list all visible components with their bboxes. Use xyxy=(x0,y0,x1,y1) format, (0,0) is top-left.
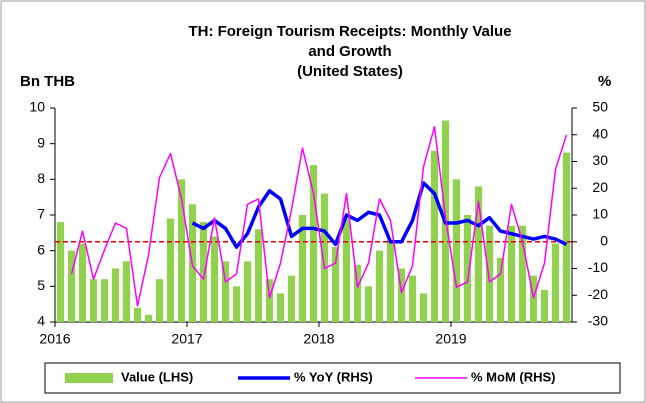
bar xyxy=(89,279,98,322)
bar xyxy=(331,247,340,322)
y2-tick-label: 40 xyxy=(592,125,608,141)
bar xyxy=(100,279,109,322)
chart-title: (United States) xyxy=(297,63,403,80)
bar xyxy=(551,243,560,322)
bar xyxy=(287,275,296,322)
bar xyxy=(111,268,120,322)
bar xyxy=(155,279,164,322)
legend-label: % MoM (RHS) xyxy=(471,369,556,384)
y-tick-label: 4 xyxy=(37,313,45,329)
chart-title: and Growth xyxy=(308,43,391,60)
chart-title: TH: Foreign Tourism Receipts: Monthly Va… xyxy=(188,23,511,40)
bar xyxy=(298,215,307,322)
bar xyxy=(309,165,318,322)
y2-axis-label: % xyxy=(598,73,611,90)
bar xyxy=(166,218,175,322)
y-tick-label: 10 xyxy=(29,99,45,115)
bar xyxy=(518,225,527,322)
bar xyxy=(375,250,384,322)
y-axis-label: Bn THB xyxy=(20,73,75,90)
x-tick-label: 2019 xyxy=(435,331,466,347)
y2-tick-label: 50 xyxy=(592,99,608,115)
y-tick-label: 6 xyxy=(37,241,45,257)
x-tick-label: 2016 xyxy=(39,331,70,347)
bar xyxy=(452,179,461,322)
bar xyxy=(243,261,252,322)
y2-tick-label: 30 xyxy=(592,152,608,168)
y2-tick-label: -10 xyxy=(588,259,608,275)
bar xyxy=(133,307,142,322)
bar xyxy=(199,222,208,322)
y2-tick-label: 20 xyxy=(592,179,608,195)
bar xyxy=(177,179,186,322)
bar xyxy=(210,236,219,322)
bar xyxy=(430,150,439,322)
bar xyxy=(353,264,362,322)
bar xyxy=(276,293,285,322)
bar xyxy=(56,222,65,322)
bar xyxy=(144,314,153,322)
bar xyxy=(122,261,131,322)
bar xyxy=(386,239,395,322)
y2-tick-label: 0 xyxy=(600,232,608,248)
bar xyxy=(221,261,230,322)
line xyxy=(191,181,568,249)
bar xyxy=(67,250,76,322)
y-tick-label: 7 xyxy=(37,206,45,222)
bar xyxy=(485,225,494,322)
x-tick-label: 2018 xyxy=(303,331,334,347)
bar xyxy=(507,225,516,322)
legend-box xyxy=(44,362,621,394)
bar xyxy=(320,193,329,322)
bar xyxy=(78,243,87,322)
bar xyxy=(254,229,263,322)
y2-tick-label: 10 xyxy=(592,206,608,222)
y2-tick-label: -30 xyxy=(588,313,608,329)
legend-label: % YoY (RHS) xyxy=(294,369,373,384)
bar xyxy=(397,268,406,322)
y-tick-label: 8 xyxy=(37,170,45,186)
bar xyxy=(408,275,417,322)
bar xyxy=(562,152,571,322)
line xyxy=(70,125,568,307)
legend-label: Value (LHS) xyxy=(121,369,193,384)
y-tick-label: 9 xyxy=(37,134,45,150)
bar xyxy=(265,279,274,322)
bar xyxy=(496,257,505,322)
bar xyxy=(529,275,538,322)
legend-swatch xyxy=(65,373,113,383)
x-tick-label: 2017 xyxy=(171,331,202,347)
bar xyxy=(342,218,351,322)
bar xyxy=(463,215,472,322)
bar xyxy=(364,286,373,322)
bar xyxy=(232,286,241,322)
y2-tick-label: -20 xyxy=(588,286,608,302)
bar xyxy=(540,289,549,322)
y-tick-label: 5 xyxy=(37,277,45,293)
bar xyxy=(474,186,483,322)
bar xyxy=(419,293,428,322)
